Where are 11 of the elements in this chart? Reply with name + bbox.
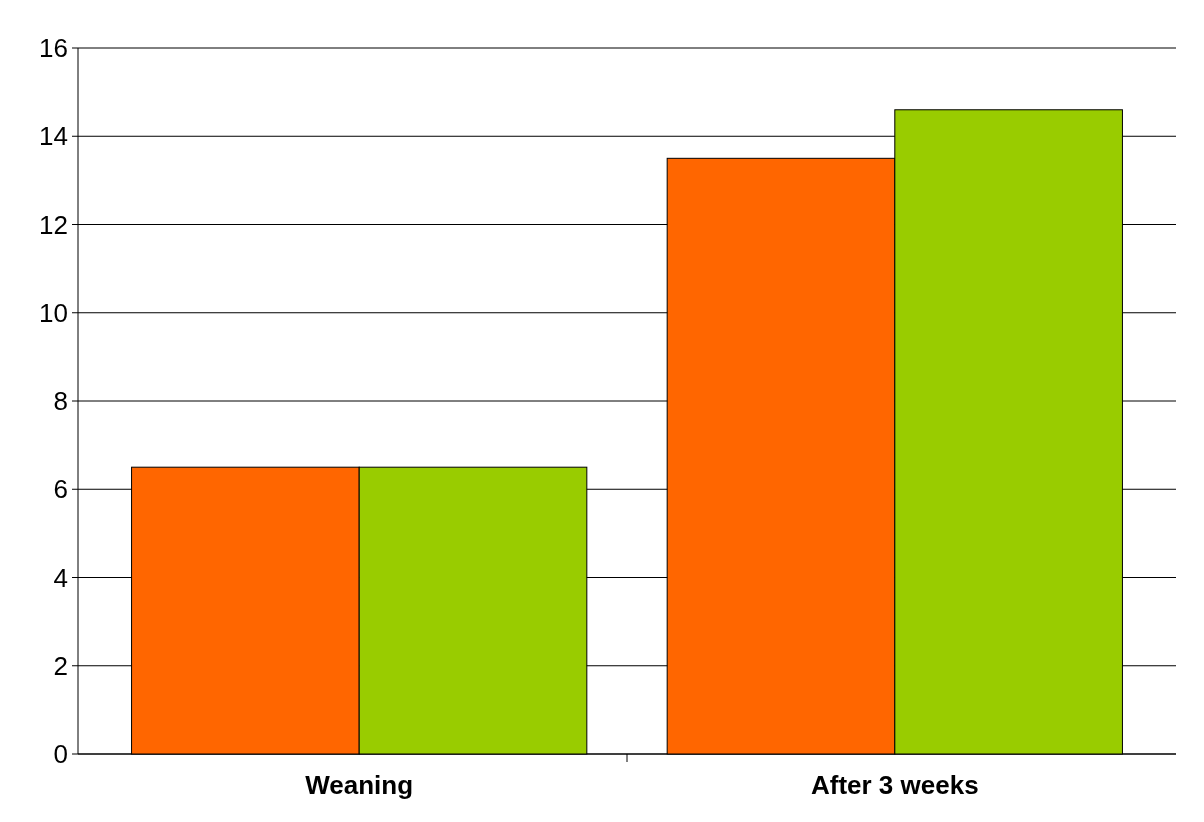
y-tick-label: 10 xyxy=(39,297,68,328)
y-tick-label: 8 xyxy=(53,386,68,417)
y-tick-label: 16 xyxy=(39,33,68,64)
y-tick-label: 12 xyxy=(39,209,68,240)
x-tick-label: After 3 weeks xyxy=(810,770,979,800)
y-tick-label: 14 xyxy=(39,121,68,152)
y-tick-label: 2 xyxy=(53,650,68,681)
y-tick-label: 4 xyxy=(53,562,68,593)
y-tick-label: 0 xyxy=(53,739,68,770)
y-tick-label: 6 xyxy=(53,474,68,505)
x-tick-label: Weaning xyxy=(305,770,414,800)
